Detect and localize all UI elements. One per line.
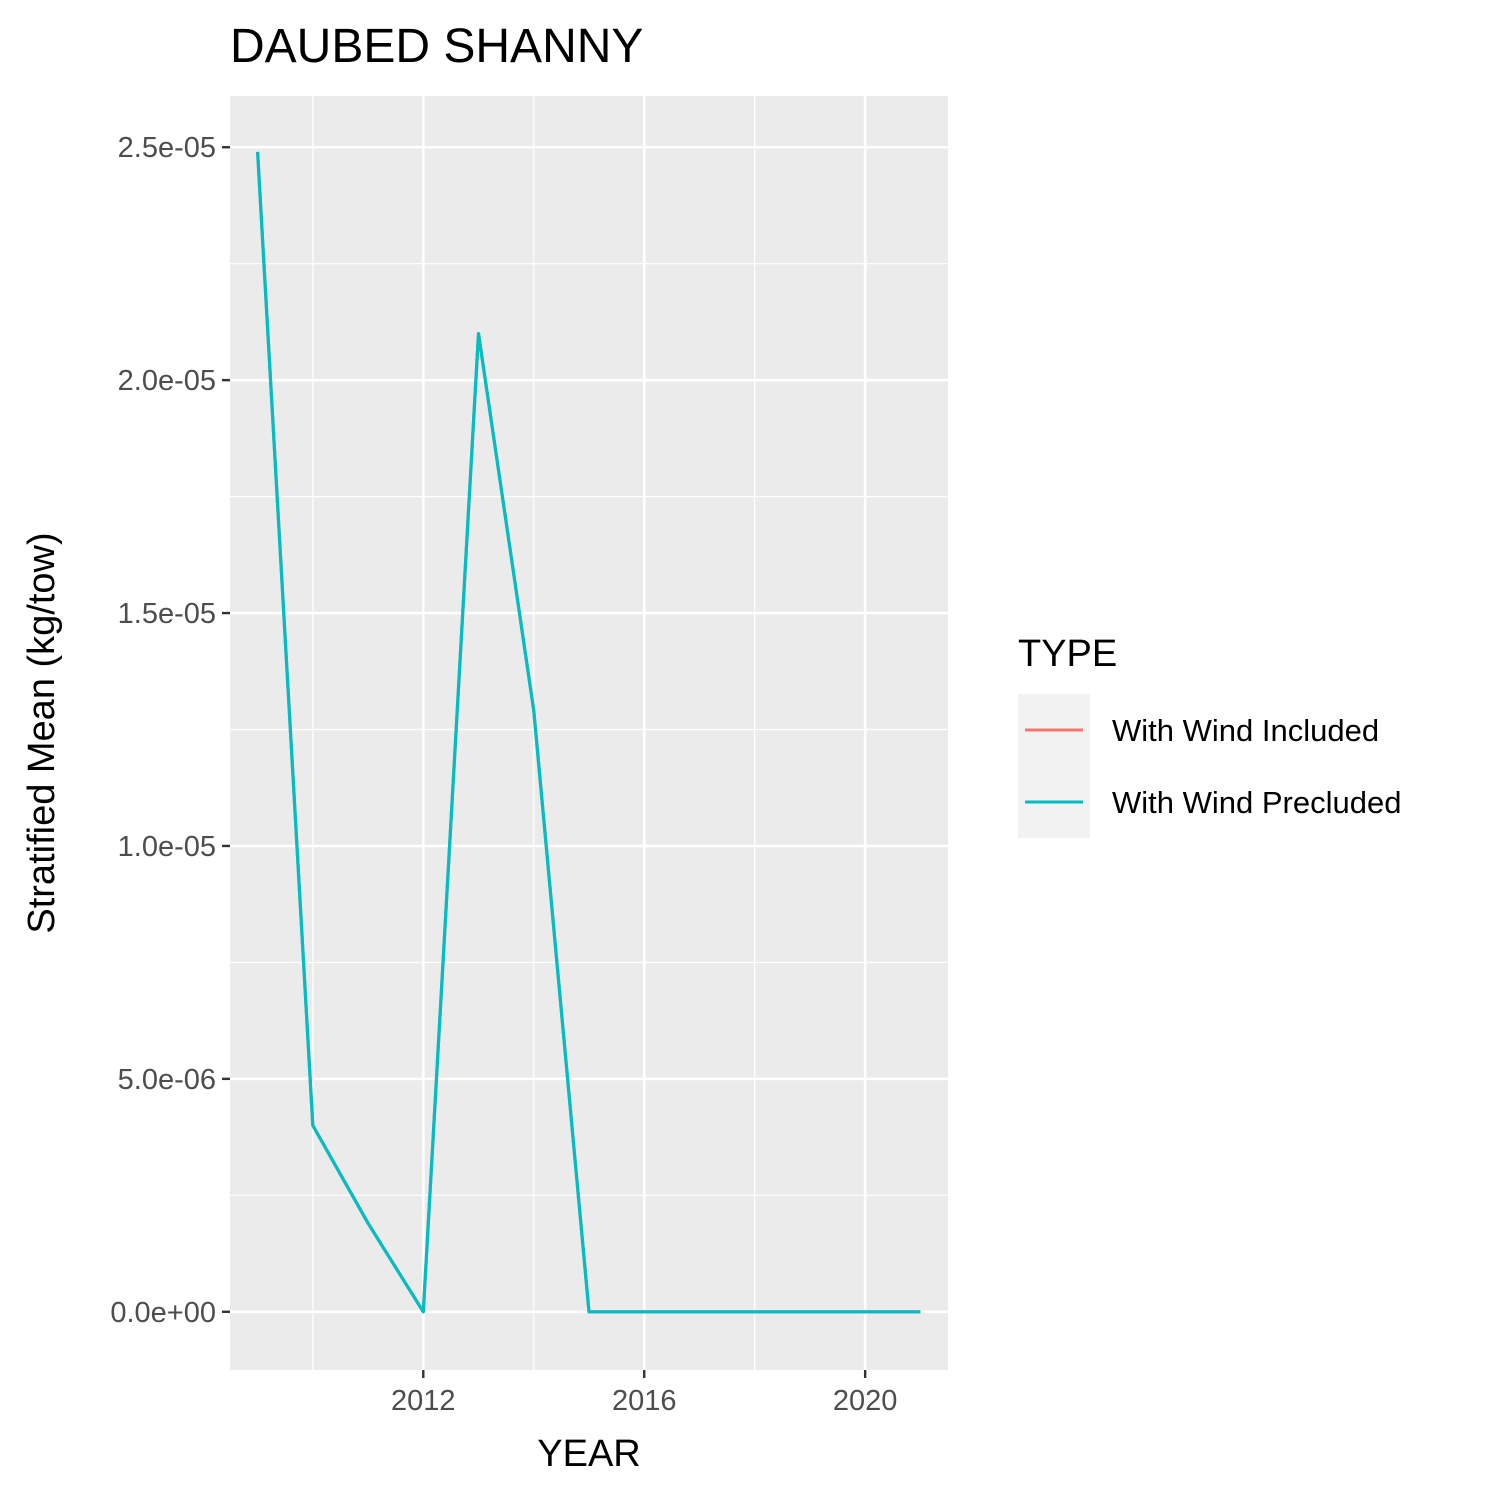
y-tick-label: 1.5e-05	[118, 598, 216, 630]
chart-title: DAUBED SHANNY	[230, 20, 643, 73]
x-tick-label: 2012	[391, 1385, 456, 1417]
y-tick-label: 1.0e-05	[118, 831, 216, 863]
legend-title: TYPE	[1018, 633, 1117, 675]
legend-label-with-wind-precluded: With Wind Precluded	[1112, 785, 1401, 820]
y-tick-label: 2.5e-05	[118, 132, 216, 164]
x-tick-label: 2020	[833, 1385, 898, 1417]
legend-label-with-wind-included: With Wind Included	[1112, 713, 1379, 748]
y-axis: 0.0e+00 5.0e-06 1.0e-05 1.5e-05 2.0e-05 2.5e-…	[110, 132, 230, 1329]
minor-gridlines	[230, 96, 948, 1370]
x-axis-title: YEAR	[537, 1433, 640, 1475]
x-tick-label: 2016	[612, 1385, 677, 1417]
legend: TYPE With Wind Included With Wind Preclu…	[1018, 633, 1401, 838]
y-tick-label: 5.0e-06	[118, 1064, 216, 1096]
y-axis-title: Stratified Mean (kg/tow)	[21, 532, 63, 933]
legend-key-background	[1018, 694, 1090, 838]
series-line-with-wind-precluded	[256, 151, 921, 1314]
x-axis: 2012 2016 2020	[391, 1370, 897, 1417]
y-tick-label: 0.0e+00	[110, 1297, 216, 1329]
plot-panel	[230, 96, 948, 1370]
y-tick-label: 2.0e-05	[118, 365, 216, 397]
major-gridlines	[230, 96, 948, 1370]
series-lines	[256, 151, 921, 1314]
